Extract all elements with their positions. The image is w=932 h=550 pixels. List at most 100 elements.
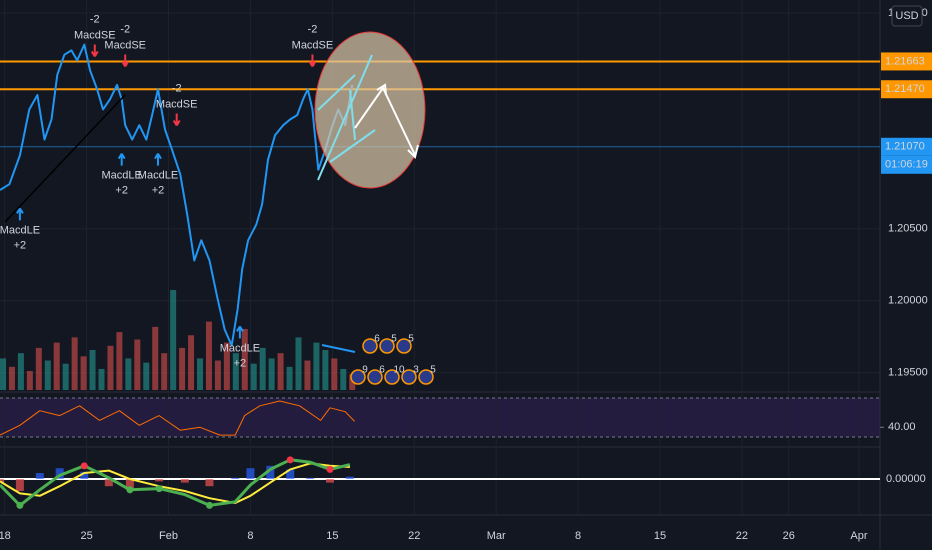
price-level-label: 1.21070 [885,141,925,153]
signal-label: MacdSE [292,39,334,51]
x-tick-label: 8 [575,530,581,542]
volume-bar [250,363,257,390]
macd-histogram-bar [306,477,315,480]
countdown: 01:06:19 [885,159,928,171]
x-tick-label: 18 [0,530,11,542]
event-icon [367,369,383,385]
macd-histogram-bar [125,479,134,490]
event-count: 3 [413,365,419,376]
volume-bar [223,342,230,390]
volume-bar [8,366,15,390]
signal-qty: -2 [172,82,182,94]
macd-line [0,458,351,507]
macd-histogram-bar [55,468,64,480]
macd-histogram-bar [205,479,214,487]
price-level-tag [881,137,932,156]
volume-bar [0,358,6,390]
signal-label: MacdLE [138,170,178,182]
rsi-tick-label: 40.00 [888,421,916,433]
macd-cross-dot [80,462,88,470]
volume-bar [304,360,311,390]
volume-bar [340,368,347,390]
macd-histogram-bar [15,479,24,492]
volume-bar [53,342,60,390]
volume-bar [152,326,159,390]
event-icon [350,369,366,385]
volume-bar [89,350,96,390]
volume-bar [80,356,87,390]
macd-histogram-bar [326,479,334,483]
volume-bar [179,347,186,390]
macd-signal-line [0,462,350,504]
event-icon [379,338,395,354]
signal-arrow [121,54,130,68]
x-tick-label: 25 [80,530,92,542]
volume-bar [214,360,221,390]
volume-bar [295,337,302,390]
volume-bar [161,353,168,390]
macd-histogram-bar [80,471,89,480]
volume-bar [322,350,329,390]
event-count: 5 [408,334,414,345]
currency-box[interactable] [891,5,923,27]
volume-bar [277,353,284,390]
volume-bar [98,368,105,390]
volume-bar [17,353,24,390]
signal-qty: +2 [152,185,165,197]
signal-label: MacdSE [156,98,198,110]
volume-bar [188,335,195,390]
x-tick-label: 15 [326,530,338,542]
event-count: 5 [430,365,436,376]
signal-arrow [117,153,126,166]
trend-line [4,94,126,223]
volume-bar [26,371,33,390]
volume-bar [44,360,51,390]
signal-arrow [154,153,162,166]
volume-bar [107,345,114,390]
macd-histogram-bar [104,479,113,487]
y-tick-label: 1.19500 [888,367,928,379]
signal-qty: +2 [115,185,128,197]
macd-histogram-bar [180,479,189,483]
signal-arrow [90,44,99,57]
signal-qty: -2 [90,13,100,25]
volume-bar [197,358,204,390]
event-icon [362,338,378,354]
volume-bar [268,358,275,390]
pattern-line [321,344,356,353]
volume-bar [205,321,212,390]
macd-cross-dot [286,456,294,464]
countdown-tag [881,155,932,174]
macd-histogram-bar [286,469,295,480]
x-tick-label: 8 [247,530,253,542]
rsi-band [0,398,880,437]
y-tick-label: 1.20000 [888,295,928,307]
y-tick-label: 1.20500 [888,223,928,235]
macd-histogram-bar [266,465,275,480]
channel-drawing [317,54,376,181]
volume-bar [35,347,42,390]
event-icon [396,338,412,354]
event-count: 5 [391,334,397,345]
macd-cross-dot [205,501,213,509]
price-line [0,43,354,347]
macd-cross-dot [326,465,334,473]
volume-bar [143,362,150,390]
signal-arrow [236,325,244,339]
price-level-label: 1.21663 [885,55,925,67]
macd-histogram-bar [35,473,44,480]
event-count: 6 [379,365,385,376]
signal-qty: +2 [234,357,247,369]
projection-drawing [354,86,416,156]
volume-bar [313,342,320,390]
volume-bar [62,363,69,390]
event-count: 9 [362,365,368,376]
event-icon [384,369,400,385]
x-tick-label: 26 [783,530,795,542]
macd-histogram-bar [0,479,4,483]
volume-bar [170,290,177,390]
volume-bar [116,332,123,390]
